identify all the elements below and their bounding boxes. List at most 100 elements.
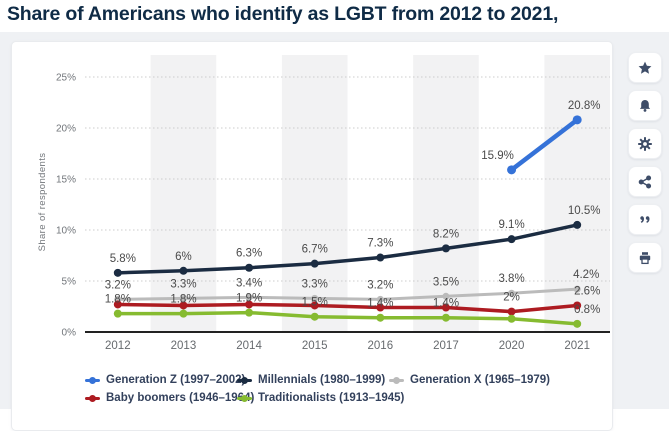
data-point[interactable]	[310, 259, 319, 268]
data-point[interactable]	[179, 294, 187, 302]
column-stripe	[150, 55, 217, 332]
data-label: 9.1%	[498, 219, 524, 231]
data-point[interactable]	[113, 309, 122, 318]
x-tick-label: 2020	[499, 340, 525, 352]
series-line	[509, 117, 580, 173]
settings-button[interactable]	[628, 128, 662, 159]
y-tick-label: 0%	[62, 328, 77, 339]
print-icon	[638, 251, 652, 265]
data-label: 6.7%	[302, 244, 328, 256]
legend-label: Generation Z (1997–2002)	[106, 374, 246, 386]
series-line	[116, 302, 579, 314]
data-point[interactable]	[245, 263, 254, 272]
data-label: 2%	[503, 292, 520, 304]
data-point[interactable]	[245, 308, 254, 317]
notifications-button[interactable]	[628, 90, 662, 121]
chart-legend: Generation Z (1997–2002) Millennials (198…	[12, 42, 614, 404]
data-point[interactable]	[310, 301, 319, 310]
data-point[interactable]	[441, 313, 450, 322]
data-point[interactable]	[507, 165, 517, 175]
data-point[interactable]	[573, 319, 582, 328]
data-point[interactable]	[507, 307, 516, 316]
data-label: 7.3%	[367, 238, 393, 250]
data-label: 1.4%	[367, 298, 393, 310]
data-label: 20.8%	[568, 100, 601, 112]
legend-label: Traditionalists (1913–1945)	[258, 392, 405, 404]
data-label: 8.2%	[433, 228, 459, 240]
legend-item[interactable]: Traditionalists (1913–1945)	[237, 391, 404, 405]
data-point[interactable]	[311, 294, 319, 302]
gear-icon	[638, 136, 652, 151]
data-point[interactable]	[179, 266, 188, 275]
star-icon	[638, 61, 652, 75]
data-label: 1.4%	[433, 298, 459, 310]
legend-marker-icon	[85, 394, 100, 402]
legend-label: Generation X (1965–1979)	[410, 374, 550, 386]
series-line	[116, 223, 579, 275]
data-label: 3.4%	[236, 277, 262, 289]
data-point[interactable]	[441, 303, 450, 312]
data-label: 1.5%	[302, 297, 328, 309]
bell-icon	[638, 99, 652, 113]
data-label: 15.9%	[481, 150, 514, 162]
data-label: 10.5%	[568, 205, 601, 217]
column-stripe	[281, 55, 348, 332]
share-button[interactable]	[628, 166, 662, 197]
y-tick-label: 5%	[62, 277, 77, 288]
data-point[interactable]	[442, 292, 450, 300]
data-point[interactable]	[376, 303, 385, 312]
data-point[interactable]	[245, 293, 253, 301]
y-tick-label: 25%	[56, 73, 76, 84]
print-button[interactable]	[628, 242, 662, 273]
legend-marker-icon	[389, 376, 404, 384]
data-point[interactable]	[376, 313, 385, 322]
data-point[interactable]	[245, 300, 254, 309]
data-point[interactable]	[179, 301, 188, 310]
x-tick-label: 2017	[433, 340, 459, 352]
lgbt-line-chart: 0% 5% 10% 15% 20% 25% 2012 2013 2014 2015 2016 2017…	[37, 55, 610, 352]
series-line	[116, 287, 579, 301]
x-tick-label: 2012	[105, 340, 131, 352]
data-point[interactable]	[572, 115, 582, 125]
data-label: 3.2%	[367, 279, 393, 291]
y-tick-label: 20%	[56, 124, 76, 135]
data-label: 1.9%	[236, 293, 262, 305]
data-label: 6%	[175, 251, 192, 263]
data-point[interactable]	[441, 244, 450, 253]
x-tick-label: 2016	[368, 340, 394, 352]
legend-item[interactable]: Millennials (1980–1999)	[237, 373, 385, 387]
legend-item[interactable]: Generation Z (1997–2002)	[85, 373, 245, 387]
data-label: 5.8%	[110, 253, 136, 265]
data-point[interactable]	[507, 235, 516, 244]
data-label: 3.2%	[105, 279, 131, 291]
data-point[interactable]	[376, 253, 385, 262]
legend-marker-icon	[85, 376, 100, 384]
data-point[interactable]	[573, 301, 582, 310]
data-point[interactable]	[113, 300, 122, 309]
data-label: 3.3%	[170, 278, 196, 290]
side-toolbar	[628, 0, 669, 409]
data-label: 3.5%	[433, 276, 459, 288]
data-point[interactable]	[508, 289, 516, 297]
data-label: 0.8%	[574, 304, 600, 316]
data-point[interactable]	[113, 268, 122, 277]
data-point[interactable]	[179, 309, 188, 318]
legend-item[interactable]: Generation X (1965–1979)	[389, 373, 550, 387]
data-point[interactable]	[573, 220, 582, 229]
y-tick-label: 15%	[56, 175, 76, 186]
data-point[interactable]	[310, 312, 319, 321]
page-title: Share of Americans who identify as LGBT …	[7, 3, 559, 25]
favorite-button[interactable]	[628, 52, 662, 83]
chart-card: 0% 5% 10% 15% 20% 25% 2012 2013 2014 2015 2016 2017…	[11, 41, 613, 431]
share-icon	[638, 175, 652, 189]
data-label: 4.2%	[573, 269, 599, 281]
legend-item[interactable]: Baby boomers (1946–1964)	[85, 391, 254, 405]
data-point[interactable]	[376, 295, 384, 303]
data-label: 2.6%	[574, 285, 600, 297]
x-tick-label: 2015	[302, 340, 328, 352]
data-point[interactable]	[507, 314, 516, 323]
x-tick-label: 2014	[236, 340, 262, 352]
cite-button[interactable]	[628, 204, 662, 235]
x-tick-label: 2013	[171, 340, 197, 352]
data-point[interactable]	[573, 285, 581, 293]
